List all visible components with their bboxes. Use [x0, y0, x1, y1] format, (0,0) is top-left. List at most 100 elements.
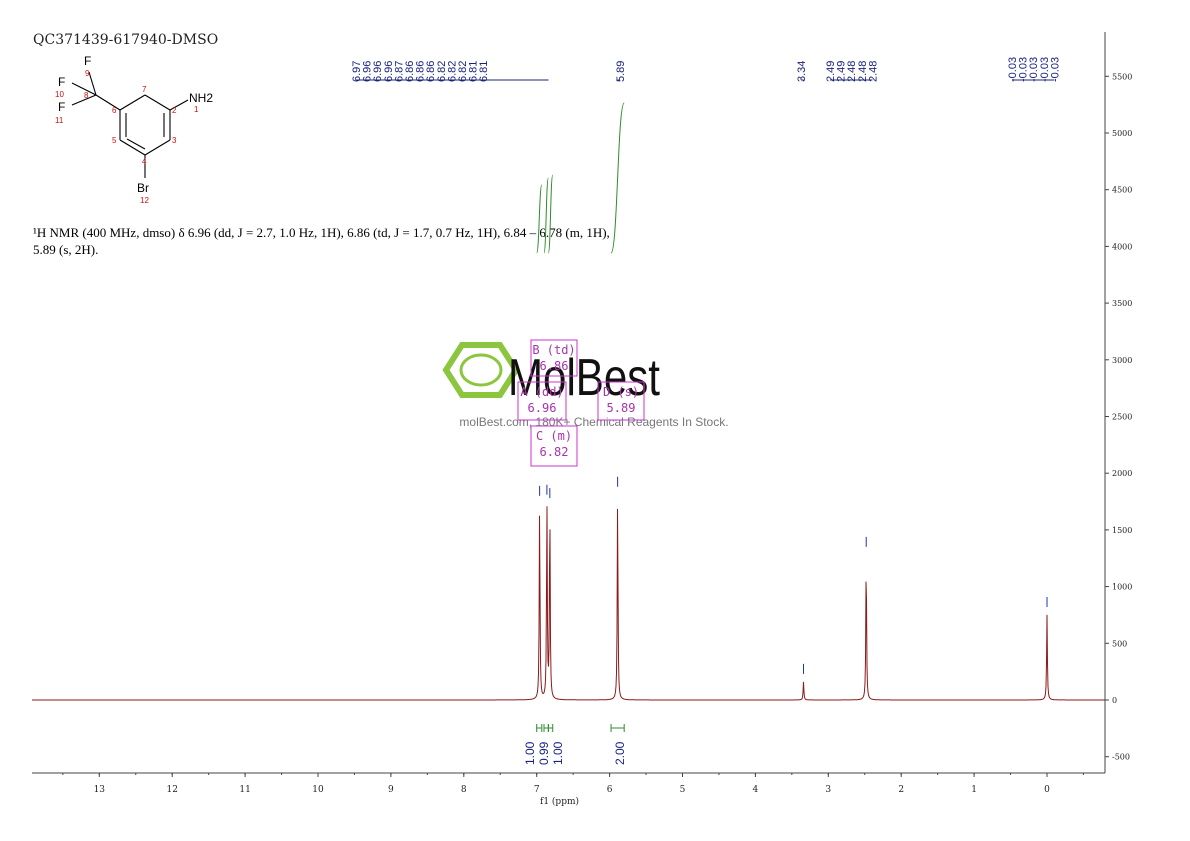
multiplet-boxes: B (td) 6.86 A (dd) 6.96 D (s) 5.89 C (m) 6.82	[517, 339, 645, 467]
spectrum-trace	[32, 476, 1105, 701]
peak-label: -0.03	[1007, 57, 1019, 82]
multiplet-value: 5.89	[607, 401, 636, 415]
peak-label: 6.81	[468, 61, 480, 82]
multiplet-value: 6.86	[540, 359, 569, 373]
peak-label: -0.03	[1039, 57, 1051, 82]
molecule-structure: F F F NH2 Br 1 2 3 4 5 6 7 8 9 10 11 12	[55, 54, 213, 205]
x-tick-label: 10	[312, 785, 324, 795]
multiplet-box	[530, 339, 578, 377]
peak-label: 5.89	[615, 61, 627, 82]
atom-num-5: 5	[112, 136, 117, 145]
y-tick-label: 5500	[1112, 72, 1132, 81]
peak-label: 2.49	[836, 61, 848, 82]
x-tick-label: 9	[388, 785, 394, 795]
peak-label: 2.49	[825, 61, 837, 82]
integral-value: 2.00	[613, 741, 627, 765]
multiplet-box	[597, 381, 645, 421]
nmr-description: ¹H NMR (400 MHz, dmso) δ 6.96 (dd, J = 2…	[33, 225, 610, 257]
peak-label: 2.48	[857, 61, 869, 82]
hexagon-inner-ring	[459, 353, 503, 387]
integral-curve	[536, 184, 543, 254]
integral-value: 0.99	[537, 741, 551, 765]
atom-num-2: 2	[172, 106, 177, 115]
watermark-brand: MolBest	[508, 349, 660, 407]
spectrum-line	[32, 506, 1105, 701]
multiplet-value: 6.82	[540, 445, 569, 459]
axes: 13 12 11 10 9 8 7 6 5 4 3 2 1 05500500045004000350030…	[32, 32, 1132, 795]
atom-num-12: 12	[140, 196, 149, 205]
y-tick-label: 2500	[1112, 413, 1132, 422]
atom-f-left: F	[58, 75, 65, 89]
peak-label: 6.86	[425, 61, 437, 82]
x-tick-label: 0	[1044, 785, 1050, 795]
multiplet-label: A (dd)	[520, 385, 563, 399]
integral-value: 1.00	[523, 741, 537, 765]
peak-label: 6.96	[372, 61, 384, 82]
atom-num-6: 6	[112, 106, 117, 115]
hexagon-logo-icon	[442, 342, 520, 398]
x-tick-label: 5	[680, 785, 686, 795]
atom-f-top: F	[84, 54, 91, 68]
watermark-tagline: molBest.com, 180K+ Chemical Reagents In …	[459, 415, 728, 429]
peak-label: 3.34	[796, 61, 808, 82]
integral-value: 1.00	[551, 741, 565, 765]
multiplet-label: C (m)	[536, 429, 572, 443]
integral-curve	[543, 177, 549, 254]
multiplet-box	[530, 425, 578, 467]
atom-num-4: 4	[142, 157, 147, 166]
x-tick-label: 4	[753, 785, 759, 795]
peak-label: 6.96	[383, 61, 395, 82]
atom-num-8: 8	[84, 91, 89, 100]
multiplet-box	[517, 381, 567, 421]
x-tick-label: 3	[825, 785, 831, 795]
peak-label: 6.87	[393, 61, 405, 82]
multiplet-value: 6.96	[528, 401, 557, 415]
peak-label: 6.97	[351, 61, 363, 82]
x-tick-label: 11	[239, 785, 250, 795]
peak-label: -0.03	[1018, 57, 1030, 82]
y-tick-label: 3000	[1112, 356, 1132, 365]
atom-num-9: 9	[85, 69, 90, 78]
y-tick-label: 2000	[1112, 469, 1132, 478]
sample-id: QC371439-617940-DMSO	[33, 32, 219, 48]
y-tick-label: -500	[1112, 753, 1130, 762]
x-tick-label: 2	[898, 785, 904, 795]
integrals: 1.00 0.99 1.00 2.00	[523, 102, 627, 765]
atom-f-bottom: F	[58, 100, 65, 114]
multiplet-label: B (td)	[532, 343, 575, 357]
multiplet-label: D (s)	[603, 385, 639, 399]
y-tick-label: 5000	[1112, 129, 1132, 138]
watermark: MolBest molBest.com, 180K+ Chemical Reag…	[442, 342, 729, 429]
peak-label: 6.96	[362, 61, 374, 82]
atom-num-1: 1	[194, 105, 199, 114]
y-tick-label: 3500	[1112, 299, 1132, 308]
peak-labels: 6.976.966.966.966.876.866.866.866.826.82…	[351, 57, 1061, 82]
x-tick-label: 12	[166, 785, 177, 795]
atom-num-10: 10	[55, 90, 64, 99]
peak-label: 2.48	[867, 61, 879, 82]
integral-curve	[610, 102, 625, 254]
y-tick-label: 4000	[1112, 242, 1132, 251]
atom-num-7: 7	[142, 85, 147, 94]
peak-label: 6.86	[404, 61, 416, 82]
peak-label: 6.82	[436, 61, 448, 82]
peak-label: 6.86	[415, 61, 427, 82]
x-axis-label: f1 (ppm)	[540, 797, 579, 807]
x-tick-label: 6	[607, 785, 613, 795]
peak-label: -0.03	[1049, 57, 1061, 82]
peak-label: 6.82	[457, 61, 469, 82]
y-tick-label: 0	[1112, 696, 1117, 705]
x-tick-label: 13	[94, 785, 106, 795]
y-tick-label: 500	[1112, 639, 1127, 648]
atom-nh2: NH2	[189, 91, 213, 105]
integral-curve	[547, 174, 554, 254]
peak-label: 6.82	[446, 61, 458, 82]
peak-label: -0.03	[1028, 57, 1040, 82]
peak-label: 2.48	[846, 61, 858, 82]
x-tick-label: 7	[534, 785, 540, 795]
x-tick-label: 1	[971, 785, 977, 795]
x-tick-label: 8	[461, 785, 467, 795]
atom-num-11: 11	[55, 116, 64, 125]
y-tick-label: 1500	[1112, 526, 1132, 535]
